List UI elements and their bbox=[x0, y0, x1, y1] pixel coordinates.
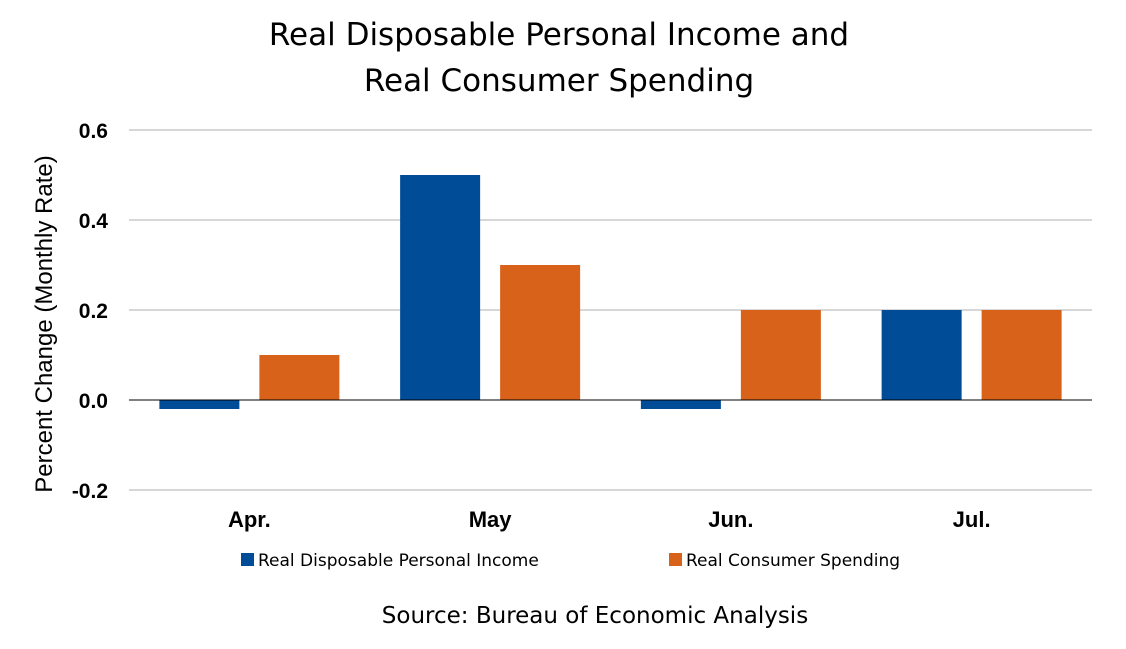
bar-spending-3 bbox=[981, 310, 1062, 400]
bar-spending-0 bbox=[259, 355, 340, 400]
bar-spending-2 bbox=[740, 310, 821, 400]
x-tick-label: Jun. bbox=[708, 507, 753, 532]
legend-label-real-disposable-personal-income: Real Disposable Personal Income bbox=[258, 551, 539, 571]
y-axis-label: Percent Change (Monthly Rate) bbox=[31, 155, 58, 493]
legend: Real Disposable Personal Income Real Con… bbox=[241, 551, 900, 571]
bar-income-1 bbox=[400, 175, 481, 400]
chart-title-line-2: Real Consumer Spending bbox=[364, 63, 754, 99]
bar-income-3 bbox=[881, 310, 962, 400]
legend-swatch-real-disposable-personal-income bbox=[241, 553, 254, 566]
source-note: Source: Bureau of Economic Analysis bbox=[382, 603, 808, 629]
bar-income-0 bbox=[159, 400, 240, 409]
bar-spending-1 bbox=[500, 265, 581, 400]
x-tick-label: Apr. bbox=[228, 507, 271, 532]
y-tick-label: 0.0 bbox=[79, 390, 108, 413]
y-tick-label: 0.2 bbox=[79, 300, 108, 323]
y-tick-label: -0.2 bbox=[72, 480, 108, 503]
legend-swatch-real-consumer-spending bbox=[669, 553, 682, 566]
y-tick-label: 0.4 bbox=[79, 210, 109, 233]
x-tick-label: May bbox=[469, 507, 513, 532]
bars bbox=[159, 175, 1062, 409]
x-tick-label: Jul. bbox=[953, 507, 991, 532]
chart-title-line-1: Real Disposable Personal Income and bbox=[269, 17, 849, 53]
legend-label-real-consumer-spending: Real Consumer Spending bbox=[686, 551, 900, 571]
x-axis-tick-labels: Apr. May Jun. Jul. bbox=[228, 507, 991, 532]
y-axis-tick-labels: -0.2 0.0 0.2 0.4 0.6 bbox=[72, 120, 108, 503]
y-tick-label: 0.6 bbox=[79, 120, 108, 143]
bar-income-2 bbox=[640, 400, 721, 409]
